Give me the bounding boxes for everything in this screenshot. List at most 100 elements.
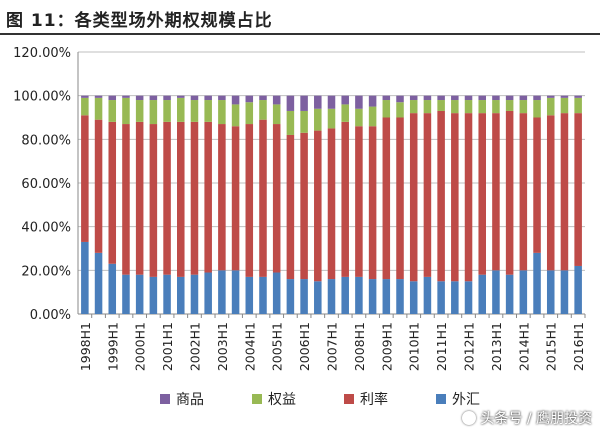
- bar-segment: [519, 113, 528, 271]
- bar-segment: [382, 100, 391, 118]
- bar-segment: [355, 108, 363, 127]
- x-tick-label: 2001H1: [160, 322, 175, 371]
- bar-segment: [218, 124, 226, 271]
- y-tick-label: 40.00%: [21, 221, 71, 236]
- header-divider: [0, 33, 600, 35]
- bar-segment: [314, 130, 322, 282]
- bar-segment: [560, 270, 569, 314]
- bar-segment: [272, 95, 281, 105]
- bar-segment: [286, 134, 295, 280]
- bar-segment: [396, 95, 404, 103]
- bar-segment: [218, 270, 226, 314]
- watermark: 头条号 / 鹰朋投资: [462, 408, 592, 428]
- bar-segment: [135, 95, 144, 101]
- x-tick-label: 1999H1: [105, 322, 120, 371]
- bar-segment: [423, 276, 432, 314]
- bar-segment: [259, 95, 267, 101]
- bar-segment: [94, 252, 103, 314]
- bar-segment: [94, 119, 103, 253]
- bar-segment: [149, 276, 158, 314]
- bar-segment: [423, 100, 432, 114]
- bar-segment: [135, 100, 144, 122]
- bar-segment: [464, 95, 473, 101]
- x-tick-label: 2015H1: [544, 322, 559, 371]
- bar-segment: [355, 276, 363, 314]
- legend-swatch: [252, 394, 262, 404]
- bar-segment: [533, 95, 541, 101]
- bar-segment: [382, 117, 391, 280]
- bar-segment: [272, 104, 281, 125]
- bar-segment: [149, 100, 158, 125]
- x-tick-label: 2008H1: [352, 322, 367, 371]
- bar-segment: [368, 106, 377, 127]
- bar-segment: [218, 100, 226, 125]
- bar-segment: [327, 279, 336, 314]
- bar-segment: [396, 279, 404, 314]
- bar-segment: [163, 100, 171, 122]
- bar-segment: [560, 97, 569, 114]
- bar-segment: [300, 95, 308, 111]
- bar-segment: [204, 121, 212, 273]
- bar-segment: [163, 121, 171, 275]
- bar-segment: [190, 100, 199, 122]
- bar-segment: [94, 95, 103, 98]
- bar-segment: [204, 100, 212, 122]
- bar-segment: [505, 95, 514, 101]
- bar-segment: [409, 281, 418, 314]
- bar-segment: [149, 124, 158, 277]
- bar-segment: [368, 126, 377, 280]
- bar-segment: [190, 274, 199, 314]
- bar-segment: [341, 276, 349, 314]
- bar-segment: [341, 95, 349, 105]
- x-tick-label: 2005H1: [270, 322, 285, 371]
- legend-swatch: [344, 394, 354, 404]
- bar-segment: [122, 124, 130, 275]
- bar-segment: [560, 95, 569, 98]
- bar-segment: [286, 110, 295, 135]
- legend-swatch: [160, 394, 170, 404]
- bar-segment: [382, 95, 391, 101]
- bar-segment: [108, 95, 117, 101]
- bar-segment: [437, 95, 445, 101]
- bar-segment: [231, 95, 240, 105]
- bar-segment: [245, 102, 254, 125]
- bar-segment: [122, 274, 130, 314]
- bar-segment: [451, 95, 459, 101]
- bar-segment: [478, 100, 486, 114]
- bar-segment: [574, 97, 582, 114]
- bar-segment: [204, 272, 212, 314]
- bar-segment: [464, 281, 473, 314]
- bar-segment: [396, 117, 404, 280]
- bar-segment: [314, 281, 322, 314]
- x-tick-label: 2006H1: [297, 322, 312, 371]
- bar-segment: [272, 272, 281, 314]
- x-tick-label: 2000H1: [133, 322, 148, 371]
- bar-segment: [163, 95, 171, 101]
- bar-segment: [533, 117, 541, 253]
- bar-segment: [492, 270, 500, 314]
- bar-segment: [259, 276, 267, 314]
- bar-segment: [272, 124, 281, 273]
- bar-segment: [327, 108, 336, 129]
- bar-segment: [409, 100, 418, 114]
- bar-segment: [314, 108, 322, 131]
- x-tick-label: 2003H1: [215, 322, 230, 371]
- bar-segment: [505, 110, 514, 275]
- bar-segment: [231, 126, 240, 271]
- bar-segment: [574, 265, 582, 314]
- bar-segment: [574, 113, 582, 266]
- bar-segment: [451, 113, 459, 282]
- bar-segment: [81, 97, 89, 116]
- x-tick-label: 2004H1: [242, 322, 257, 371]
- y-tick-label: 80.00%: [21, 133, 71, 148]
- y-tick-label: 0.00%: [30, 308, 71, 323]
- bar-segment: [204, 95, 212, 101]
- bar-segment: [478, 274, 486, 314]
- bar-segment: [505, 274, 514, 314]
- bar-segment: [190, 121, 199, 275]
- legend-label: 外汇: [452, 392, 480, 408]
- x-tick-label: 2002H1: [187, 322, 202, 371]
- bar-segment: [519, 100, 528, 114]
- bar-segment: [574, 95, 582, 98]
- bar-segment: [231, 104, 240, 127]
